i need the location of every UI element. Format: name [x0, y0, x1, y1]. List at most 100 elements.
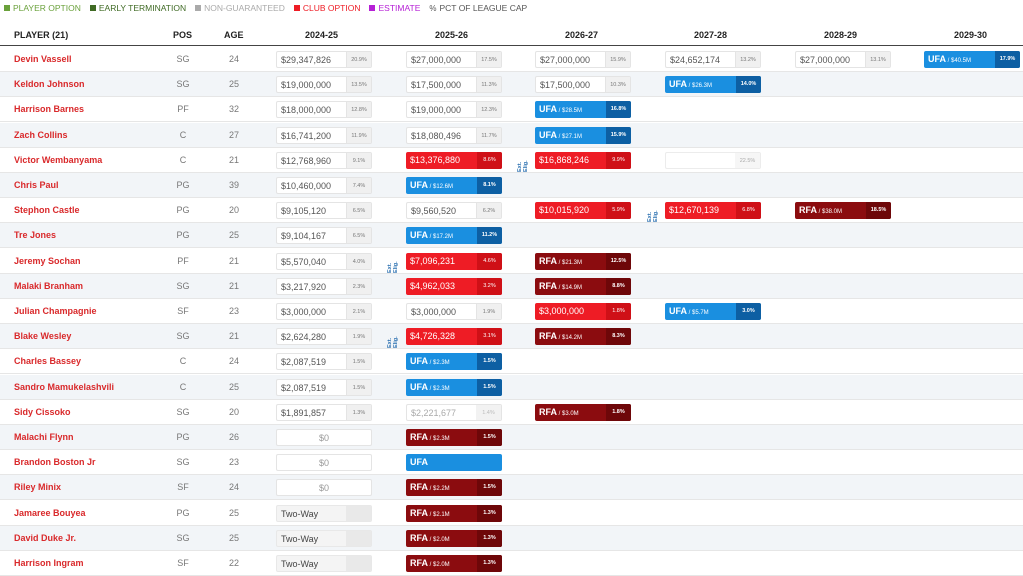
player-name-link[interactable]: Harrison Barnes: [14, 104, 85, 115]
salary-cell[interactable]: $17,500,000 11.3%: [406, 76, 502, 94]
salary-cell[interactable]: RFA / $2.3M 1.5%: [406, 429, 502, 446]
salary-cell[interactable]: $19,000,000 12.3%: [406, 101, 502, 119]
player-name-link[interactable]: Zach Collins: [14, 129, 68, 140]
header-season-1[interactable]: 2024-25: [305, 30, 339, 40]
salary-cell[interactable]: UFA / $17.2M 11.2%: [406, 227, 502, 245]
header-player[interactable]: PLAYER (21): [14, 30, 69, 40]
salary-cell[interactable]: Two-Way: [276, 555, 372, 572]
salary-cell[interactable]: $27,000,000 17.5%: [406, 51, 502, 68]
player-name-link[interactable]: Brandon Boston Jr: [14, 457, 96, 468]
salary-cell[interactable]: $17,500,000 10.3%: [535, 76, 631, 94]
salary-cell[interactable]: Two-Way: [276, 504, 372, 522]
player-name-link[interactable]: Victor Wembanyama: [14, 154, 103, 165]
salary-value: $17,500,000: [411, 80, 462, 91]
salary-cell[interactable]: UFA / $2.3M 1.5%: [406, 378, 502, 396]
salary-cell[interactable]: $24,652,174 13.2%: [665, 51, 761, 68]
header-season-5[interactable]: 2028-29: [824, 30, 858, 40]
salary-cell[interactable]: $2,221,677 1.4%: [406, 403, 502, 421]
cap-hold-value: / $2.3M: [428, 360, 450, 367]
salary-cell[interactable]: $9,105,120 6.5%: [276, 202, 372, 220]
header-season-6[interactable]: 2029-30: [954, 30, 988, 40]
salary-cell[interactable]: $27,000,000 13.1%: [795, 51, 891, 68]
salary-cell[interactable]: $2,087,519 1.5%: [276, 378, 372, 396]
salary-cell[interactable]: $13,376,880 8.6%: [406, 151, 502, 169]
player-name-link[interactable]: Chris Paul: [14, 180, 59, 190]
salary-cell[interactable]: UFA / $2.3M 1.5%: [406, 353, 502, 371]
salary-cell[interactable]: $7,096,231 4.6%: [406, 252, 502, 270]
salary-cell[interactable]: $29,347,826 20.9%: [276, 51, 372, 68]
player-name-link[interactable]: David Duke Jr.: [14, 532, 77, 543]
salary-cell[interactable]: $9,104,167 6.5%: [276, 227, 372, 245]
table-row: Malachi Flynn PG 26 $0 RFA / $2.3M 1.5%: [0, 425, 1023, 450]
salary-cell[interactable]: $27,000,000 15.9%: [535, 51, 631, 68]
salary-cell[interactable]: $16,868,246 9.9%: [535, 151, 631, 169]
player-name-link[interactable]: Riley Minix: [14, 482, 62, 493]
salary-cell[interactable]: $0: [276, 479, 372, 497]
salary-cell[interactable]: $3,000,000 1.9%: [406, 303, 502, 320]
player-name-link[interactable]: Keldon Johnson: [14, 79, 85, 90]
salary-cell[interactable]: $4,726,328 3.1%: [406, 328, 502, 346]
salary-cell[interactable]: $16,741,200 11.9%: [276, 126, 372, 144]
salary-cell[interactable]: $12,768,960 9.1%: [276, 151, 372, 169]
salary-cell[interactable]: $5,570,040 4.0%: [276, 252, 372, 270]
salary-cell[interactable]: UFA: [406, 454, 502, 472]
salary-cell[interactable]: $2,087,519 1.5%: [276, 353, 372, 371]
salary-cell[interactable]: $19,000,000 13.5%: [276, 76, 372, 94]
salary-cell[interactable]: UFA / $27.1M 15.9%: [535, 126, 631, 144]
salary-value: UFA / $27.1M: [539, 129, 583, 140]
salary-cell[interactable]: UFA / $40.5M 17.9%: [924, 51, 1020, 68]
salary-cell[interactable]: $12,670,139 6.8%: [665, 202, 761, 220]
table-row: Harrison Ingram SF 22 Two-Way RFA / $2.0M 1.3…: [0, 551, 1023, 576]
header-pos[interactable]: POS: [173, 30, 193, 40]
salary-cell[interactable]: $10,015,920 5.9%: [535, 202, 631, 220]
header-season-3[interactable]: 2026-27: [565, 30, 599, 40]
player-name-link[interactable]: Charles Bassey: [14, 356, 82, 367]
player-name-link[interactable]: Jamaree Bouyea: [14, 507, 86, 518]
player-name-link[interactable]: Harrison Ingram: [14, 558, 84, 568]
salary-cell[interactable]: $4,962,033 3.2%: [406, 277, 502, 295]
header-age[interactable]: AGE: [224, 30, 244, 40]
salary-cell[interactable]: RFA / $38.0M 18.5%: [795, 202, 891, 220]
player-name-link[interactable]: Stephon Castle: [14, 205, 80, 216]
salary-cell[interactable]: RFA / $2.1M 1.3%: [406, 504, 502, 522]
player-name-link[interactable]: Devin Vassell: [14, 54, 72, 64]
player-name-link[interactable]: Julian Champagnie: [14, 306, 97, 316]
salary-cell[interactable]: RFA / $2.2M 1.5%: [406, 479, 502, 497]
header-season-4[interactable]: 2027-28: [694, 30, 728, 40]
salary-value: $2,221,677: [411, 407, 457, 418]
salary-cell[interactable]: $3,000,000 2.1%: [276, 303, 372, 320]
salary-cell[interactable]: $3,000,000 1.8%: [535, 303, 631, 320]
salary-cell[interactable]: RFA / $14.9M 8.8%: [535, 277, 631, 295]
salary-cell[interactable]: $3,217,920 2.3%: [276, 277, 372, 295]
player-name-link[interactable]: Sidy Cissoko: [14, 406, 71, 417]
salary-cell[interactable]: 22.5%: [665, 151, 761, 169]
salary-cell[interactable]: $9,560,520 6.2%: [406, 202, 502, 220]
salary-cell[interactable]: RFA / $2.0M 1.3%: [406, 529, 502, 547]
salary-cell[interactable]: $0: [276, 429, 372, 446]
salary-cell[interactable]: UFA / $26.3M 14.0%: [665, 76, 761, 94]
player-name-link[interactable]: Malachi Flynn: [14, 432, 74, 442]
salary-cell[interactable]: RFA / $21.3M 12.5%: [535, 252, 631, 270]
salary-cell[interactable]: RFA / $3.0M 1.8%: [535, 403, 631, 421]
salary-cell[interactable]: $0: [276, 454, 372, 472]
salary-cell[interactable]: $18,000,000 12.8%: [276, 101, 372, 119]
player-age: 21: [228, 280, 239, 291]
salary-cell[interactable]: RFA / $14.2M 8.3%: [535, 328, 631, 346]
salary-cell[interactable]: RFA / $2.0M 1.3%: [406, 555, 502, 572]
player-name-link[interactable]: Tre Jones: [14, 230, 57, 241]
player-name-link[interactable]: Jeremy Sochan: [14, 255, 81, 266]
salary-cell[interactable]: UFA / $5.7M 3.0%: [665, 303, 761, 320]
salary-cell[interactable]: $10,460,000 7.4%: [276, 177, 372, 194]
salary-cell[interactable]: $1,891,857 1.3%: [276, 403, 372, 421]
player-name-link[interactable]: Sandro Mamukelashvili: [14, 381, 115, 392]
salary-cell[interactable]: UFA / $28.5M 16.8%: [535, 101, 631, 119]
legend-label: NON-GUARANTEED: [204, 3, 285, 13]
player-name-link[interactable]: Blake Wesley: [14, 331, 72, 342]
salary-cell[interactable]: UFA / $12.6M 8.1%: [406, 177, 502, 194]
salary-cell[interactable]: $18,080,496 11.7%: [406, 126, 502, 144]
salary-cell[interactable]: Two-Way: [276, 529, 372, 547]
header-season-2[interactable]: 2025-26: [435, 30, 469, 40]
cap-hold-value: / $38.0M: [817, 209, 843, 216]
salary-cell[interactable]: $2,624,280 1.9%: [276, 328, 372, 346]
player-name-link[interactable]: Malaki Branham: [14, 280, 84, 291]
